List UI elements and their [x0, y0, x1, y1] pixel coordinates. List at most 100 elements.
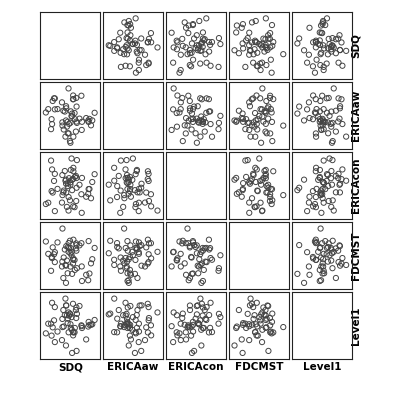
Point [182, 122, 188, 128]
Point [262, 325, 269, 331]
Point [63, 177, 69, 183]
Point [179, 315, 186, 321]
Point [182, 322, 188, 328]
Point [324, 110, 330, 116]
Point [126, 280, 132, 286]
Point [263, 121, 269, 127]
Point [231, 342, 238, 349]
Point [317, 108, 323, 115]
Point [333, 173, 339, 179]
Point [328, 258, 334, 264]
Point [48, 254, 55, 260]
Point [252, 117, 259, 124]
Point [315, 113, 321, 120]
Point [251, 46, 258, 53]
Point [304, 249, 310, 255]
Point [257, 178, 263, 184]
Point [313, 56, 320, 63]
Point [310, 92, 316, 99]
Point [198, 41, 204, 47]
Point [326, 198, 332, 204]
Point [136, 243, 143, 249]
Point [280, 192, 286, 198]
Point [329, 265, 336, 271]
Point [247, 295, 254, 302]
Point [168, 30, 175, 36]
Point [116, 173, 122, 179]
Point [306, 99, 312, 105]
Point [73, 175, 80, 181]
Point [118, 157, 124, 164]
Point [111, 329, 117, 335]
Point [184, 324, 191, 330]
Point [73, 245, 79, 252]
Point [182, 19, 188, 26]
Point [128, 336, 134, 342]
Point [128, 24, 134, 31]
Point [231, 117, 238, 124]
Point [251, 124, 258, 130]
Point [263, 98, 270, 104]
Point [121, 51, 127, 57]
Point [195, 45, 202, 52]
Point [322, 119, 328, 125]
Point [320, 67, 327, 73]
Point [188, 116, 194, 122]
Point [194, 263, 201, 269]
Point [65, 316, 71, 322]
Point [312, 238, 318, 245]
Point [134, 245, 140, 251]
Point [317, 245, 323, 251]
Point [256, 41, 262, 47]
Point [136, 67, 142, 73]
Point [143, 324, 150, 331]
Point [148, 30, 154, 36]
Point [317, 62, 324, 68]
Point [129, 327, 136, 333]
Point [184, 51, 191, 57]
Point [318, 126, 324, 133]
Point [66, 329, 72, 335]
Point [67, 120, 74, 126]
Point [249, 301, 255, 307]
Point [339, 121, 346, 127]
Point [244, 311, 251, 317]
Point [330, 85, 337, 92]
Point [70, 257, 76, 263]
Point [138, 181, 145, 187]
Point [133, 330, 139, 337]
Point [134, 50, 141, 56]
Point [190, 116, 196, 122]
Point [174, 38, 180, 44]
Point [168, 127, 175, 133]
Point [85, 191, 91, 197]
Point [70, 255, 76, 261]
Point [124, 186, 131, 192]
Point [68, 245, 74, 251]
Point [71, 257, 78, 263]
Point [50, 324, 56, 331]
X-axis label: SDQ: SDQ [58, 362, 83, 372]
Point [320, 120, 326, 126]
Point [73, 248, 80, 254]
Point [306, 24, 313, 31]
Point [60, 189, 66, 196]
Point [215, 320, 222, 327]
Point [296, 242, 302, 248]
Y-axis label: ERICAcon: ERICAcon [351, 158, 361, 213]
Point [174, 329, 180, 335]
Point [319, 21, 326, 27]
Point [189, 40, 195, 47]
Point [197, 134, 204, 140]
Point [146, 240, 152, 246]
Point [180, 238, 186, 244]
Point [78, 323, 85, 329]
Point [59, 119, 66, 126]
Point [336, 182, 343, 188]
Point [301, 117, 307, 124]
Point [200, 245, 206, 251]
Point [247, 103, 253, 109]
Point [217, 252, 224, 258]
Point [194, 103, 201, 109]
Point [70, 332, 76, 339]
